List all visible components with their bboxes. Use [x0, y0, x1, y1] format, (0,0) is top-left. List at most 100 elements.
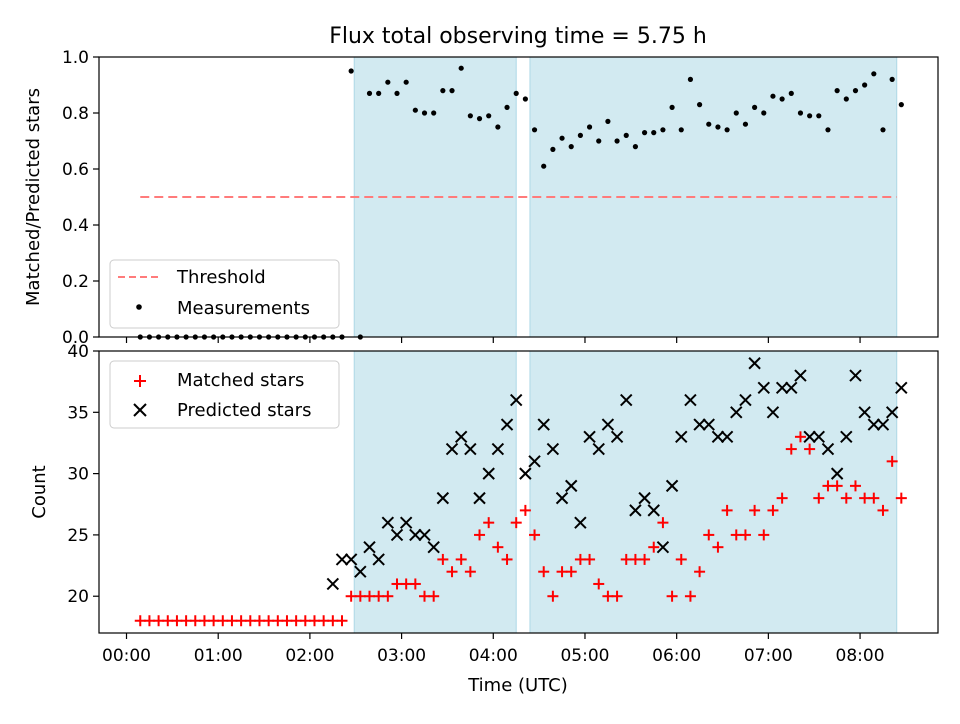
matched-star-point	[428, 590, 440, 602]
matched-star-point	[877, 504, 889, 516]
matched-star-point	[244, 615, 256, 627]
y-tick-label: 0.6	[62, 160, 89, 180]
measurement-point	[678, 127, 684, 133]
measurement-point	[376, 90, 382, 96]
matched-star-point	[143, 615, 155, 627]
x-tick-label: 01:00	[194, 646, 243, 666]
predicted-star-point	[601, 418, 615, 431]
predicted-star-point	[675, 430, 688, 444]
matched-star-point	[813, 492, 825, 504]
predicted-star-point	[427, 540, 440, 554]
predicted-star-point	[555, 491, 569, 505]
measurement-point	[852, 88, 859, 94]
matched-star-point	[180, 615, 192, 627]
matched-star-point	[794, 431, 806, 443]
measurement-point	[605, 118, 611, 124]
x-tick-label: 07:00	[744, 646, 793, 666]
measurement-point	[687, 76, 694, 82]
matched-star-point	[849, 480, 861, 492]
predicted-star-point	[693, 418, 706, 431]
top-legend-box	[109, 259, 340, 329]
measurements-series	[137, 65, 904, 340]
measurement-point	[843, 96, 849, 102]
measurement-point	[871, 71, 877, 77]
predicted-star-point	[812, 430, 826, 444]
measurement-point	[541, 163, 547, 169]
predicted-star-point	[491, 442, 505, 456]
predicted-star-point	[876, 418, 890, 431]
matched-star-point	[611, 590, 623, 602]
measurement-point	[651, 130, 657, 136]
matched-star-point	[391, 578, 403, 590]
predicted-star-point	[344, 553, 358, 566]
measurement-point	[724, 127, 730, 133]
measurement-point	[458, 65, 464, 71]
predicted-star-point	[849, 369, 862, 382]
predicted-star-point	[390, 528, 404, 542]
matched-star-point	[464, 566, 476, 578]
bottom-axes-frame	[98, 350, 939, 634]
matched-star-point	[519, 504, 531, 516]
matched-star-point	[574, 553, 586, 565]
measurement-point	[385, 79, 391, 85]
predicted-star-point	[665, 479, 679, 493]
matched-star-point	[382, 590, 394, 602]
measurement-point	[577, 132, 583, 138]
bottom-shaded-intervals	[353, 350, 898, 634]
matched-star-point	[895, 492, 907, 504]
predicted-star-point	[885, 406, 899, 419]
matched-star-point	[556, 566, 568, 578]
y-tick-label: 35	[67, 403, 89, 423]
shaded-interval	[529, 350, 898, 634]
matched-star-point	[629, 553, 641, 565]
matched-star-point	[446, 566, 458, 578]
predicted-star-point	[583, 430, 596, 444]
measurement-point	[752, 104, 758, 110]
matched-star-point	[354, 590, 366, 602]
x-tick-label: 02:00	[285, 646, 334, 666]
x-axis-label: Time (UTC)	[467, 675, 568, 696]
matched-star-point	[373, 590, 385, 602]
matched-star-point	[299, 615, 311, 627]
predicted-star-point	[546, 442, 560, 456]
measurement-point	[889, 76, 895, 82]
predicted-star-point	[473, 491, 486, 505]
measurement-point	[586, 124, 593, 130]
matched-star-point	[684, 590, 696, 602]
predicted-star-point	[730, 406, 743, 419]
predicted-star-point	[867, 418, 881, 431]
matched-star-point	[308, 615, 320, 627]
matched-star-point	[217, 615, 229, 627]
measurement-point	[825, 127, 831, 133]
legend-matched-label: Matched stars	[177, 370, 304, 391]
top-y-axis-label: Matched/Predicted stars	[23, 88, 44, 306]
measurement-point	[366, 90, 373, 96]
matched-star-point	[281, 615, 293, 627]
bottom-y-axis-label: Count	[29, 465, 50, 518]
predicted-stars-series	[326, 357, 908, 591]
measurement-point	[431, 110, 437, 116]
matched-star-point	[198, 615, 210, 627]
measurement-point	[522, 96, 528, 102]
matched-star-point	[153, 615, 165, 627]
x-tick-label: 06:00	[652, 646, 701, 666]
matched-star-point	[675, 553, 687, 565]
predicted-star-point	[574, 516, 587, 529]
predicted-star-point	[592, 442, 605, 456]
bottom-y-ticks: 20 25 30 35 40	[67, 342, 99, 607]
matched-star-point	[822, 480, 834, 492]
matched-star-point	[694, 566, 706, 578]
matched-star-point	[336, 615, 348, 627]
measurement-point	[880, 127, 886, 133]
predicted-star-point	[409, 528, 422, 542]
chart-title: Flux total observing time = 5.75 h	[329, 24, 707, 49]
measurement-point	[495, 124, 501, 130]
predicted-star-point	[381, 516, 395, 529]
predicted-star-point	[794, 369, 807, 382]
matched-star-point	[840, 492, 852, 504]
matched-star-point	[804, 443, 816, 455]
measurement-point	[513, 90, 519, 96]
measurement-point	[632, 144, 639, 150]
top-y-ticks: 0.0 0.2 0.4 0.6 0.8 1.0	[62, 48, 99, 348]
